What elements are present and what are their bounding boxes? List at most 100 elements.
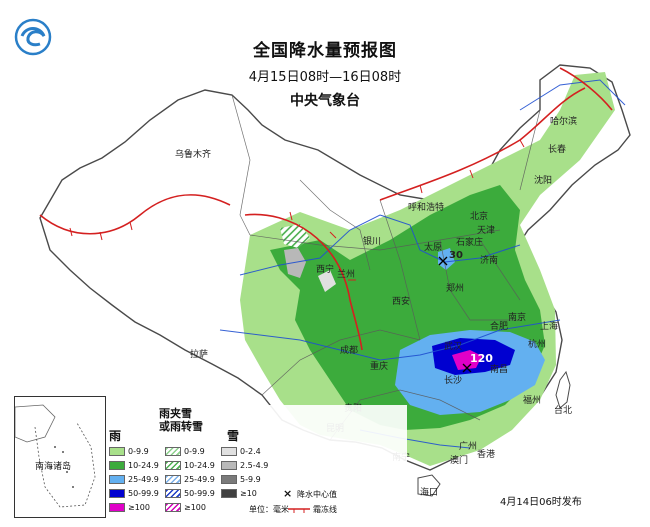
legend-swatch-mixed-3 xyxy=(165,475,181,484)
city-label: 海口 xyxy=(420,488,439,498)
legend-swatch-snow-3 xyxy=(221,475,237,484)
city-label: 长沙 xyxy=(444,376,463,386)
yellow-river xyxy=(239,214,521,276)
hainan xyxy=(417,474,441,497)
city-label: 合肥 xyxy=(490,322,509,332)
inset-map xyxy=(14,404,96,508)
city-label: 石家庄 xyxy=(456,238,484,248)
legend-swatch-rain-5 xyxy=(109,503,125,512)
city-label: 重庆 xyxy=(370,362,389,372)
legend-snow-header: 雪 xyxy=(227,429,240,443)
city-label: 上海 xyxy=(540,322,559,332)
city-label: 福州 xyxy=(523,396,542,406)
legend-value: ≥10 xyxy=(240,489,257,498)
city-label: 台北 xyxy=(554,406,573,416)
city-label: 南昌 xyxy=(490,365,509,375)
legend-swatch-snow-4 xyxy=(221,489,237,498)
secondary-center-value: 30 xyxy=(449,250,463,261)
legend-value: 10-24.9 xyxy=(184,461,215,470)
snow-area xyxy=(284,248,306,278)
legend-value: 25-49.9 xyxy=(128,475,159,484)
city-label: 兰州 xyxy=(337,270,356,280)
heilong-river xyxy=(519,79,626,111)
city-label: 济南 xyxy=(480,256,499,266)
city-label: 西宁 xyxy=(316,265,335,275)
legend-value: 0-9.9 xyxy=(184,447,205,456)
taiwan xyxy=(555,370,571,409)
city-label: 太原 xyxy=(424,243,443,253)
agency-name: 中央气象台 xyxy=(290,93,360,109)
legend: 雨 雨夹雪 或雨转雪 雪 0-9.9 10-24.9 25-49.9 50-99… xyxy=(107,405,407,523)
legend-swatch-mixed-1 xyxy=(165,447,181,456)
city-label: 银川 xyxy=(363,237,382,247)
city-label: 拉萨 xyxy=(190,350,209,360)
forecast-period: 4月15日08时—16日08时 xyxy=(248,70,402,85)
province-borders xyxy=(231,94,541,441)
legend-value: 0-2.4 xyxy=(240,447,261,456)
legend-swatch-mixed-5 xyxy=(165,503,181,512)
city-label: 天津 xyxy=(477,226,496,236)
city-label: 武汉 xyxy=(444,342,463,352)
frost-line-ticks xyxy=(69,139,525,281)
legend-swatch-mixed-4 xyxy=(165,489,181,498)
city-label: 乌鲁木齐 xyxy=(175,150,212,160)
city-label: 长春 xyxy=(548,145,567,155)
legend-value: 50-99.9 xyxy=(128,489,159,498)
legend-value: 10-24.9 xyxy=(128,461,159,470)
legend-value: ≥100 xyxy=(184,503,206,512)
max-center-value: 120 xyxy=(470,352,493,365)
legend-swatch-rain-4 xyxy=(109,489,125,498)
center-symbol-icon: × xyxy=(283,487,293,500)
city-label: 广州 xyxy=(459,442,478,452)
legend-unit: 单位：毫米 xyxy=(249,505,289,514)
legend-rain-header: 雨 xyxy=(109,429,122,443)
page-title: 全国降水量预报图 xyxy=(253,41,397,61)
center-marker-secondary xyxy=(438,256,448,266)
legend-mixed-header: 雨夹雪 或雨转雪 xyxy=(159,407,203,433)
city-label: 北京 xyxy=(470,212,489,222)
frost-line-west xyxy=(39,193,231,235)
city-label: 澳门 xyxy=(450,456,469,466)
frost-lines xyxy=(39,67,613,351)
issue-time: 4月14日06时发布 xyxy=(500,497,582,508)
city-label: 成都 xyxy=(340,346,359,356)
legend-swatch-rain-3 xyxy=(109,475,125,484)
legend-frost-label: 霜冻线 xyxy=(313,505,337,514)
legend-swatch-snow-2 xyxy=(221,461,237,470)
inset-label: 南海诸岛 xyxy=(35,462,72,472)
center-marker-max xyxy=(462,363,472,373)
city-label: 南京 xyxy=(508,313,527,323)
surrounding-land xyxy=(0,0,650,420)
rain-area-north-center xyxy=(438,248,455,270)
city-label: 杭州 xyxy=(528,340,547,350)
cma-logo-icon xyxy=(14,18,52,56)
frost-line-north xyxy=(379,87,586,201)
city-label: 西安 xyxy=(392,297,411,307)
south-china-sea-inset: 南海诸岛 xyxy=(14,396,106,518)
frost-line-central xyxy=(244,213,363,351)
city-label: 香港 xyxy=(477,450,496,460)
legend-value: 50-99.9 xyxy=(184,489,215,498)
frost-line-icon xyxy=(288,508,310,513)
mixed-area xyxy=(280,224,310,248)
legend-swatch-rain-1 xyxy=(109,447,125,456)
legend-value: ≥100 xyxy=(128,503,150,512)
city-label: 沈阳 xyxy=(534,176,553,186)
yangtze-river xyxy=(219,319,561,361)
legend-swatch-rain-2 xyxy=(109,461,125,470)
legend-swatch-mixed-2 xyxy=(165,461,181,470)
legend-value: 2.5-4.9 xyxy=(240,461,269,470)
city-label: 呼和浩特 xyxy=(408,203,445,213)
legend-swatch-snow-1 xyxy=(221,447,237,456)
legend-value: 5-9.9 xyxy=(240,475,261,484)
rain-area-extreme xyxy=(452,350,482,370)
legend-value: 0-9.9 xyxy=(128,447,149,456)
legend-value: 25-49.9 xyxy=(184,475,215,484)
legend-center-label: 降水中心值 xyxy=(297,490,337,499)
city-label: 郑州 xyxy=(446,284,465,294)
snow-area-light xyxy=(318,270,336,292)
frost-line-northeast xyxy=(559,67,613,111)
city-label: 哈尔滨 xyxy=(550,117,578,127)
